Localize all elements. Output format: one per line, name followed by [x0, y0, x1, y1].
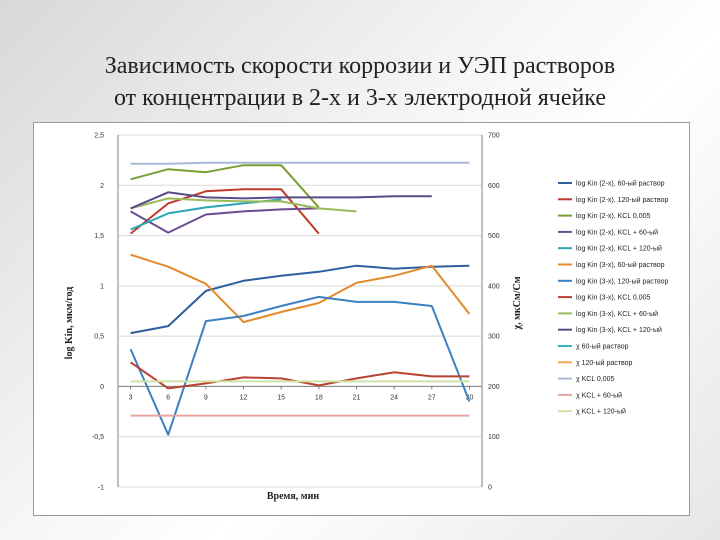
series-line-7 — [129, 295, 471, 436]
y-tick-label: 2 — [100, 183, 104, 190]
x-axis-title: Время, мин — [267, 491, 319, 502]
y2-tick-label: 100 — [488, 434, 500, 441]
legend-entry-11: χ 60-ый раствор — [576, 343, 629, 351]
legend-entry-9: log Kin (3-х), KCL + 60-ый — [576, 310, 658, 318]
y-tick-label: 1 — [100, 283, 104, 290]
y-tick-label: 1,5 — [94, 233, 104, 240]
x-tick-label: 6 — [166, 394, 170, 401]
legend-entry-15: χ KCL + 120-ый — [576, 408, 626, 416]
legend-entry-10: log Kin (3-х), KCL + 120-ый — [576, 326, 662, 334]
y-axis-title: log Kin, мкм/год — [64, 287, 75, 360]
axes: 2,5 2 1,5 1 0,5 0 -0,5 -1 700 600 500 400 300 200 100 0… — [92, 133, 500, 492]
y2-tick-label: 700 — [488, 133, 500, 140]
y2-tick-label: 200 — [488, 384, 500, 391]
series-line-1 — [130, 264, 470, 335]
legend-entry-14: χ KCL + 60-ый — [576, 391, 622, 399]
legend-entry-8: log Kin (3-х), KCL 0,005 — [576, 295, 651, 302]
series-line-13 — [130, 161, 470, 165]
chart-frame: 2,5 2 1,5 1 0,5 0 -0,5 -1 700 600 500 400 300 200 100 0… — [33, 122, 690, 516]
legend-entry-7: log Kin (3-х), 120-ый раствор — [576, 277, 669, 285]
y2-axis-title: χ, мкСм/См — [512, 276, 523, 330]
series-line-8 — [130, 361, 470, 390]
legend-entry-2: log Kin (2-х), 120-ый раствор — [576, 196, 669, 204]
slide-title-line-2: от концентрации в 2-х и 3-х электродной … — [113, 85, 607, 111]
y2-tick-label: 500 — [488, 233, 500, 240]
y-tick-label: -1 — [98, 485, 104, 492]
x-tick-label: 21 — [353, 394, 361, 401]
legend-entry-4: log Kin (2-х), KCL + 60-ый — [576, 228, 658, 236]
series-line-4 — [130, 207, 319, 234]
x-tick-label: 12 — [240, 394, 248, 401]
series-line-10 — [130, 191, 432, 210]
legend: log Kin (2-х), 60-ый раствор log Kin (2-х… — [558, 180, 669, 416]
slide-title: Зависимость скорости коррозии и УЭП раст… — [0, 50, 720, 114]
legend-entry-3: log Kin (2-х), KCL 0,005 — [576, 213, 651, 220]
y-tick-label: 0 — [100, 384, 104, 391]
x-tick-label: 18 — [315, 394, 323, 401]
series-line-3 — [130, 164, 320, 209]
x-tick-label: 3 — [129, 394, 133, 401]
y-tick-label: -0,5 — [92, 434, 104, 441]
y2-tick-label: 0 — [488, 485, 492, 492]
legend-entry-13: χ KCL 0,005 — [576, 376, 615, 383]
series-line-6 — [130, 253, 471, 324]
line-chart: 2,5 2 1,5 1 0,5 0 -0,5 -1 700 600 500 400 300 200 100 0… — [64, 133, 669, 503]
y2-tick-label: 300 — [488, 334, 500, 341]
x-tick-label: 9 — [204, 394, 208, 401]
legend-entry-6: log Kin (3-х), 60-ый раствор — [576, 261, 665, 269]
y2-tick-label: 400 — [488, 283, 500, 290]
legend-entry-12: χ 120-ый раствор — [576, 359, 633, 367]
y-tick-label: 0,5 — [94, 334, 104, 341]
x-tick-label: 15 — [277, 394, 285, 401]
x-tick-label: 24 — [390, 394, 398, 401]
x-tick-label: 30 — [466, 394, 474, 401]
series-line-9 — [130, 197, 357, 213]
x-tick-label: 27 — [428, 394, 436, 401]
legend-entry-1: log Kin (2-х), 60-ый раствор — [576, 180, 665, 188]
series-lines — [129, 161, 471, 436]
slide-title-line-1: Зависимость скорости коррозии и УЭП раст… — [104, 53, 616, 79]
y-tick-label: 2,5 — [94, 133, 104, 140]
y2-tick-label: 600 — [488, 183, 500, 190]
legend-entry-5: log Kin (2-х), KCL + 120-ый — [576, 245, 662, 253]
